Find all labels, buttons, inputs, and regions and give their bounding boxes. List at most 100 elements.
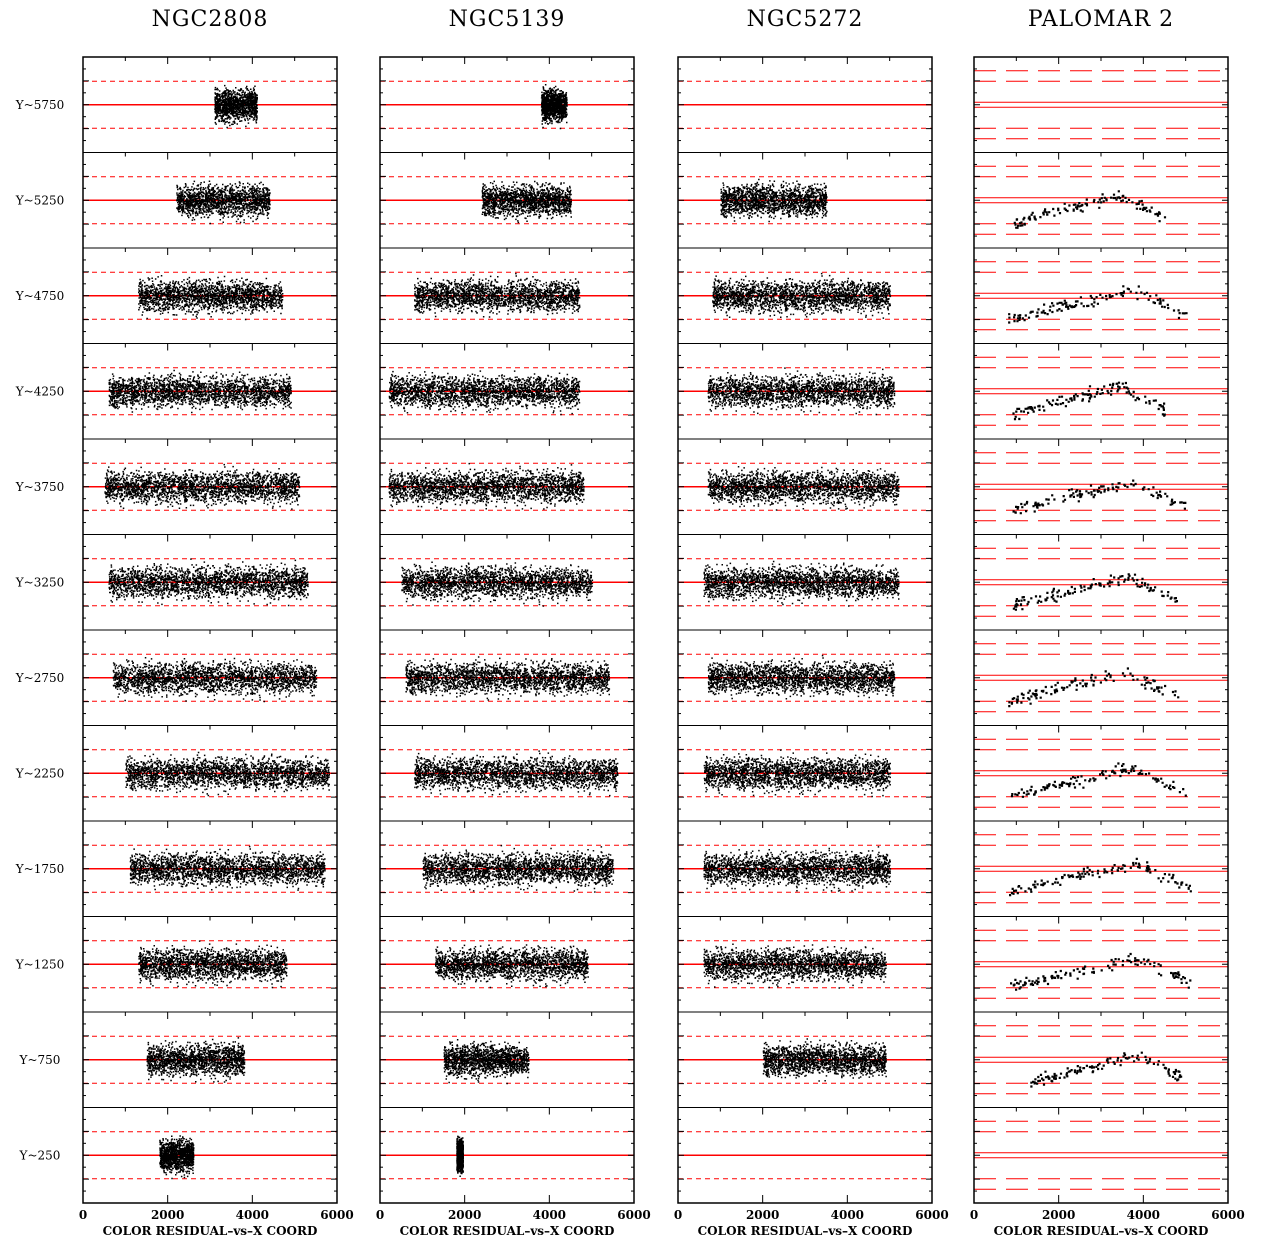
scatter-points — [138, 275, 284, 321]
panel-row — [379, 629, 635, 726]
panel-row — [677, 152, 933, 249]
panel-row — [973, 725, 1229, 822]
panel-row — [82, 725, 338, 822]
panel-row — [379, 1011, 635, 1108]
scatter-points — [159, 1135, 195, 1180]
row-label: Y~2250 — [15, 766, 65, 780]
row-label: Y~750 — [19, 1053, 61, 1067]
panel-row — [82, 247, 338, 344]
x-tick-label: 2000 — [151, 1208, 184, 1222]
scatter-points — [108, 558, 309, 607]
panel-row — [973, 343, 1229, 440]
panel-row — [379, 343, 635, 440]
scatter-points — [388, 462, 585, 510]
panel-frame — [82, 56, 338, 1204]
scatter-points — [125, 751, 330, 797]
panel-row — [379, 916, 635, 1013]
scatter-points — [481, 180, 572, 224]
scatter-points — [720, 178, 828, 223]
row-label: Y~5250 — [15, 193, 65, 207]
scatter-points — [138, 940, 288, 989]
scatter-points — [414, 750, 619, 797]
panel — [82, 56, 338, 1204]
scatter-points — [1008, 285, 1188, 324]
scatter-points — [703, 846, 892, 892]
scatter-points — [456, 1135, 464, 1177]
scatter-points — [435, 944, 589, 989]
scatter-points — [146, 1037, 246, 1083]
scatter-points — [762, 1038, 887, 1082]
row-label: Y~1250 — [15, 957, 65, 971]
panel-row — [973, 1011, 1229, 1108]
panel-row — [973, 820, 1229, 917]
x-tick-label: 6000 — [1211, 1208, 1244, 1222]
panel-row — [677, 56, 933, 153]
row-label: Y~4750 — [15, 289, 65, 303]
x-axis-label: COLOR RESIDUAL–vs–X COORD — [103, 1224, 318, 1238]
x-tick-label: 0 — [79, 1208, 87, 1222]
panel-row — [677, 343, 933, 440]
x-axis-label: COLOR RESIDUAL–vs–X COORD — [698, 1224, 913, 1238]
panel-row — [379, 820, 635, 917]
x-tick-label: 4000 — [1127, 1208, 1160, 1222]
panel-row — [677, 916, 933, 1013]
panel-row — [82, 438, 338, 535]
scatter-points — [1012, 381, 1166, 421]
panel-title: PALOMAR 2 — [1028, 7, 1174, 32]
scatter-points — [1009, 857, 1192, 897]
scatter-points — [422, 844, 615, 893]
panel-row — [379, 152, 635, 249]
panel-row — [677, 820, 933, 917]
panel-frame — [973, 56, 1229, 1204]
panel-row — [973, 534, 1229, 631]
x-tick-label: 0 — [970, 1208, 978, 1222]
panel-frame — [677, 56, 933, 1204]
panel-row — [677, 534, 933, 631]
x-tick-label: 2000 — [746, 1208, 779, 1222]
panel-row — [973, 56, 1229, 153]
panel-row — [973, 247, 1229, 344]
scatter-points — [414, 272, 581, 318]
panel-row — [973, 916, 1229, 1013]
panel-title: NGC5272 — [747, 7, 864, 32]
panel-row — [82, 152, 338, 249]
panel-title: NGC2808 — [152, 7, 269, 32]
scatter-points — [707, 367, 896, 416]
panel-row — [973, 1107, 1229, 1204]
x-tick-label: 4000 — [236, 1208, 269, 1222]
panel-row — [677, 725, 933, 822]
panel-row — [379, 438, 635, 535]
panel-row — [379, 534, 635, 631]
scatter-points — [405, 656, 611, 701]
scatter-points — [214, 84, 258, 129]
panel — [379, 56, 635, 1204]
panel-row — [82, 534, 338, 631]
panel-row — [677, 1107, 933, 1204]
panel-row — [82, 56, 338, 153]
panel-row — [379, 725, 635, 822]
scatter-points — [1010, 762, 1187, 798]
x-axis-label: COLOR RESIDUAL–vs–X COORD — [400, 1224, 615, 1238]
x-tick-label: 6000 — [617, 1208, 650, 1222]
row-label: Y~250 — [19, 1148, 61, 1162]
scatter-points — [703, 943, 887, 989]
scatter-points — [443, 1039, 530, 1085]
panel-row — [82, 1107, 338, 1204]
panel-frame — [379, 56, 635, 1204]
panel-row — [379, 1107, 635, 1204]
panel — [973, 56, 1229, 1204]
scatter-points — [388, 370, 581, 416]
row-label: Y~4250 — [15, 384, 65, 398]
scatter-points — [1012, 479, 1187, 515]
panel-row — [973, 152, 1229, 249]
x-tick-label: 2000 — [1042, 1208, 1075, 1222]
x-tick-label: 4000 — [533, 1208, 566, 1222]
row-label: Y~5750 — [15, 98, 65, 112]
row-label: Y~1750 — [15, 862, 65, 876]
panel-row — [973, 438, 1229, 535]
